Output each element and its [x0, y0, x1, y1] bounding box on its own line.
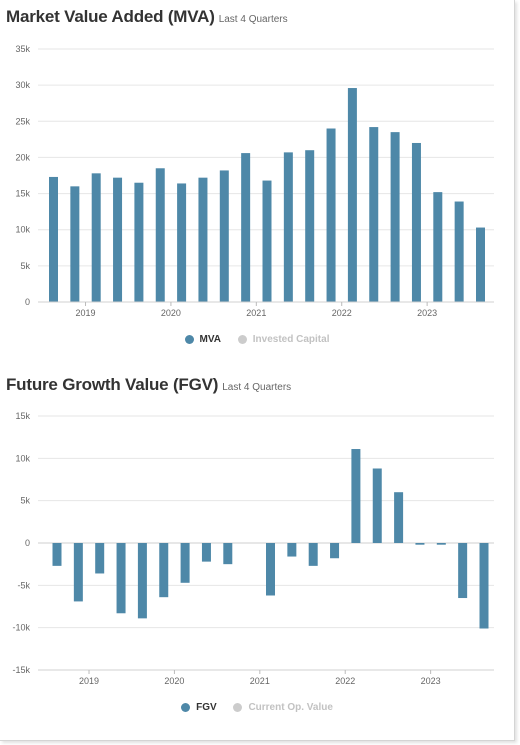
y-tick-label: 5k	[20, 261, 30, 271]
bar	[180, 543, 190, 583]
legend-dot	[233, 703, 243, 712]
fgv-panel: Future Growth Value (FGV) Last 4 Quarters…	[0, 370, 514, 730]
bar	[390, 132, 400, 302]
x-tick-label: 2021	[250, 676, 270, 686]
legend-dot	[237, 335, 247, 344]
legend-item-current-op-value[interactable]: Current Op. Value	[233, 702, 333, 713]
bar	[287, 543, 297, 557]
bar	[52, 543, 62, 566]
mva-chart: 0 5k 10k 15k 20k 25k 30k 35k 2019 2020 2021 2022 202…	[15, 44, 494, 318]
bar	[198, 177, 208, 302]
bar	[266, 543, 275, 596]
y-tick-label: 25k	[15, 116, 30, 126]
legend-label: Current Op. Value	[248, 702, 333, 713]
x-tick-label: 2022	[332, 308, 352, 318]
bar	[476, 227, 485, 302]
y-tick-label: 15k	[15, 189, 30, 199]
y-tick-label: 10k	[15, 453, 30, 463]
bar	[155, 168, 165, 302]
bar	[73, 543, 83, 602]
legend-item-mva[interactable]: MVA	[184, 334, 221, 345]
y-tick-label: 30k	[15, 80, 30, 90]
y-tick-label: 35k	[15, 44, 30, 54]
x-tick-label: 2019	[79, 676, 99, 686]
mva-legend: MVA Invested Capital	[0, 334, 514, 347]
mva-title: Market Value Added (MVA) Last 4 Quarters	[6, 7, 288, 27]
bar	[241, 153, 251, 302]
bar	[223, 543, 233, 565]
legend-label: MVA	[199, 334, 221, 345]
bar	[159, 543, 169, 598]
bar	[454, 201, 464, 302]
bar	[326, 128, 336, 302]
y-tick-label: 20k	[15, 152, 30, 162]
bar	[458, 543, 468, 599]
x-tick-label: 2022	[335, 676, 355, 686]
mva-subtitle: Last 4 Quarters	[218, 14, 288, 25]
bar	[308, 543, 318, 566]
bar	[283, 152, 293, 302]
fgv-legend: FGV Current Op. Value	[0, 702, 514, 715]
bar	[305, 150, 315, 302]
legend-item-invested-capital[interactable]: Invested Capital	[237, 334, 330, 345]
y-tick-label: 0	[25, 297, 30, 307]
x-tick-label: 2019	[76, 308, 96, 318]
y-tick-label: -10k	[12, 623, 30, 633]
y-tick-label: 15k	[15, 411, 30, 421]
bar	[70, 186, 80, 302]
x-tick-label: 2020	[164, 676, 184, 686]
bar	[433, 192, 443, 302]
bar	[369, 127, 379, 302]
bar	[351, 449, 361, 543]
bar	[330, 543, 340, 559]
legend-label: FGV	[196, 702, 217, 713]
fgv-title: Future Growth Value (FGV) Last 4 Quarters	[6, 375, 291, 395]
bar	[177, 183, 187, 302]
y-tick-label: -5k	[17, 580, 30, 590]
y-tick-label: -15k	[12, 665, 30, 675]
bar	[372, 468, 382, 543]
bar	[411, 142, 421, 302]
x-tick-label: 2020	[161, 308, 181, 318]
bar	[262, 180, 272, 302]
fgv-title-text: Future Growth Value (FGV)	[6, 375, 219, 394]
mva-title-text: Market Value Added (MVA)	[6, 7, 215, 26]
legend-item-fgv[interactable]: FGV	[181, 702, 217, 713]
bar	[91, 173, 101, 302]
bar	[219, 170, 229, 302]
mva-panel: Market Value Added (MVA) Last 4 Quarters …	[0, 0, 514, 360]
x-tick-label: 2023	[417, 308, 437, 318]
y-tick-label: 10k	[15, 225, 30, 235]
bar	[134, 182, 144, 302]
y-tick-label: 0	[25, 538, 30, 548]
bar	[394, 492, 404, 543]
bar	[137, 543, 147, 619]
y-tick-label: 5k	[20, 496, 30, 506]
bar	[415, 543, 425, 545]
legend-label: Invested Capital	[252, 334, 330, 345]
bar	[201, 543, 211, 562]
legend-dot	[181, 703, 191, 712]
bar	[49, 176, 58, 302]
bar	[436, 543, 446, 545]
bar	[347, 88, 357, 302]
fgv-subtitle: Last 4 Quarters	[222, 382, 292, 393]
bar	[116, 543, 126, 614]
x-tick-label: 2023	[421, 676, 441, 686]
x-tick-label: 2021	[246, 308, 266, 318]
bar	[113, 177, 123, 302]
bar	[95, 543, 105, 574]
bar	[479, 543, 489, 629]
legend-dot	[184, 335, 194, 344]
fgv-chart: -15k -10k -5k 0 5k 10k 15k 2019 2020 2021 2022 2023	[12, 411, 494, 686]
